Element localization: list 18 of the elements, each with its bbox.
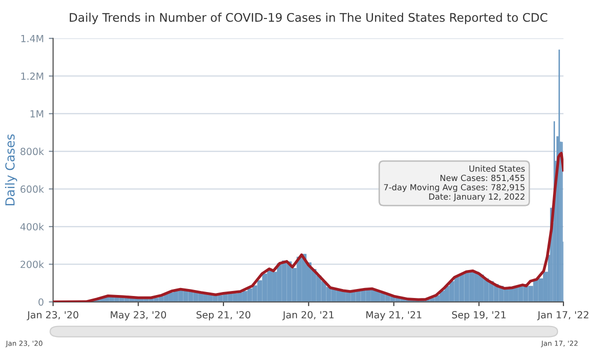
x-tick-label: Jan 17, '22 (537, 311, 588, 320)
y-tick-label: 200k (20, 260, 44, 268)
annotation: United States New Cases: 851,455 7-day Moving Avg Cases: 782,915 Date: January 12, 2022 (384, 165, 525, 202)
y-tick-label: 1.2M (21, 72, 44, 80)
y-tick-label: 1M (30, 110, 44, 118)
x-tick-label: Jan 23, '20 (26, 311, 78, 320)
y-axis-title: Daily Cases (5, 134, 18, 206)
x-tick-label: May 23, '20 (110, 311, 166, 320)
y-tick-label: 600k (20, 185, 44, 193)
x-tick-label: Sep 21, '20 (196, 311, 250, 320)
x-tick-label: Sep 19, '21 (452, 311, 506, 320)
x-tick-label: May 21, '21 (366, 311, 422, 320)
y-tick-label: 800k (20, 148, 44, 156)
chart-title: Daily Trends in Number of COVID-19 Cases in The United States Reported to CDC (70, 12, 548, 24)
y-tick-label: 0 (38, 298, 44, 306)
x-tick-label: Jan 20, '21 (282, 311, 334, 320)
y-tick-label: 400k (20, 222, 44, 230)
y-tick-label: 1.4M (21, 34, 44, 42)
